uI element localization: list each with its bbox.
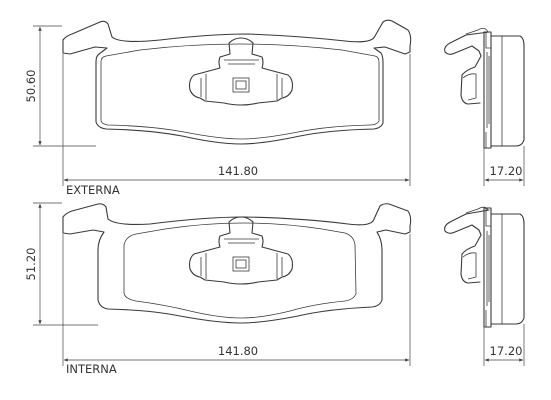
- externa-width-dimension: 141.80: [62, 54, 411, 186]
- interna-wear-clip: [188, 216, 294, 285]
- interna-thickness-label: 17.20: [490, 344, 523, 358]
- externa-label: EXTERNA: [66, 183, 120, 197]
- interna-width-label: 141.80: [218, 344, 258, 358]
- externa-backing-plate: [62, 19, 412, 145]
- externa-height-dimension: 50.60: [24, 25, 96, 147]
- externa-width-label: 141.80: [218, 164, 258, 178]
- interna-side-view: [444, 206, 525, 328]
- interna-height-dimension: 51.20: [24, 202, 98, 326]
- externa-thickness-label: 17.20: [490, 164, 523, 178]
- interna-height-label: 51.20: [24, 248, 38, 281]
- interna-view: 51.20 141.80 17.20 INTERNA: [24, 202, 525, 376]
- interna-label: INTERNA: [66, 362, 117, 376]
- externa-height-label: 50.60: [24, 70, 38, 103]
- externa-thickness-dimension: 17.20: [483, 146, 525, 186]
- interna-friction-pad: [123, 222, 357, 319]
- externa-side-view: [444, 28, 525, 149]
- interna-backing-plate: [62, 203, 412, 324]
- externa-view: 50.60 141.80 17.20 EXTERNA: [24, 19, 525, 197]
- interna-width-dimension: 141.80: [62, 234, 411, 366]
- interna-thickness-dimension: 17.20: [483, 324, 525, 366]
- externa-friction-pad: [100, 43, 380, 140]
- externa-wear-clip: [188, 37, 294, 106]
